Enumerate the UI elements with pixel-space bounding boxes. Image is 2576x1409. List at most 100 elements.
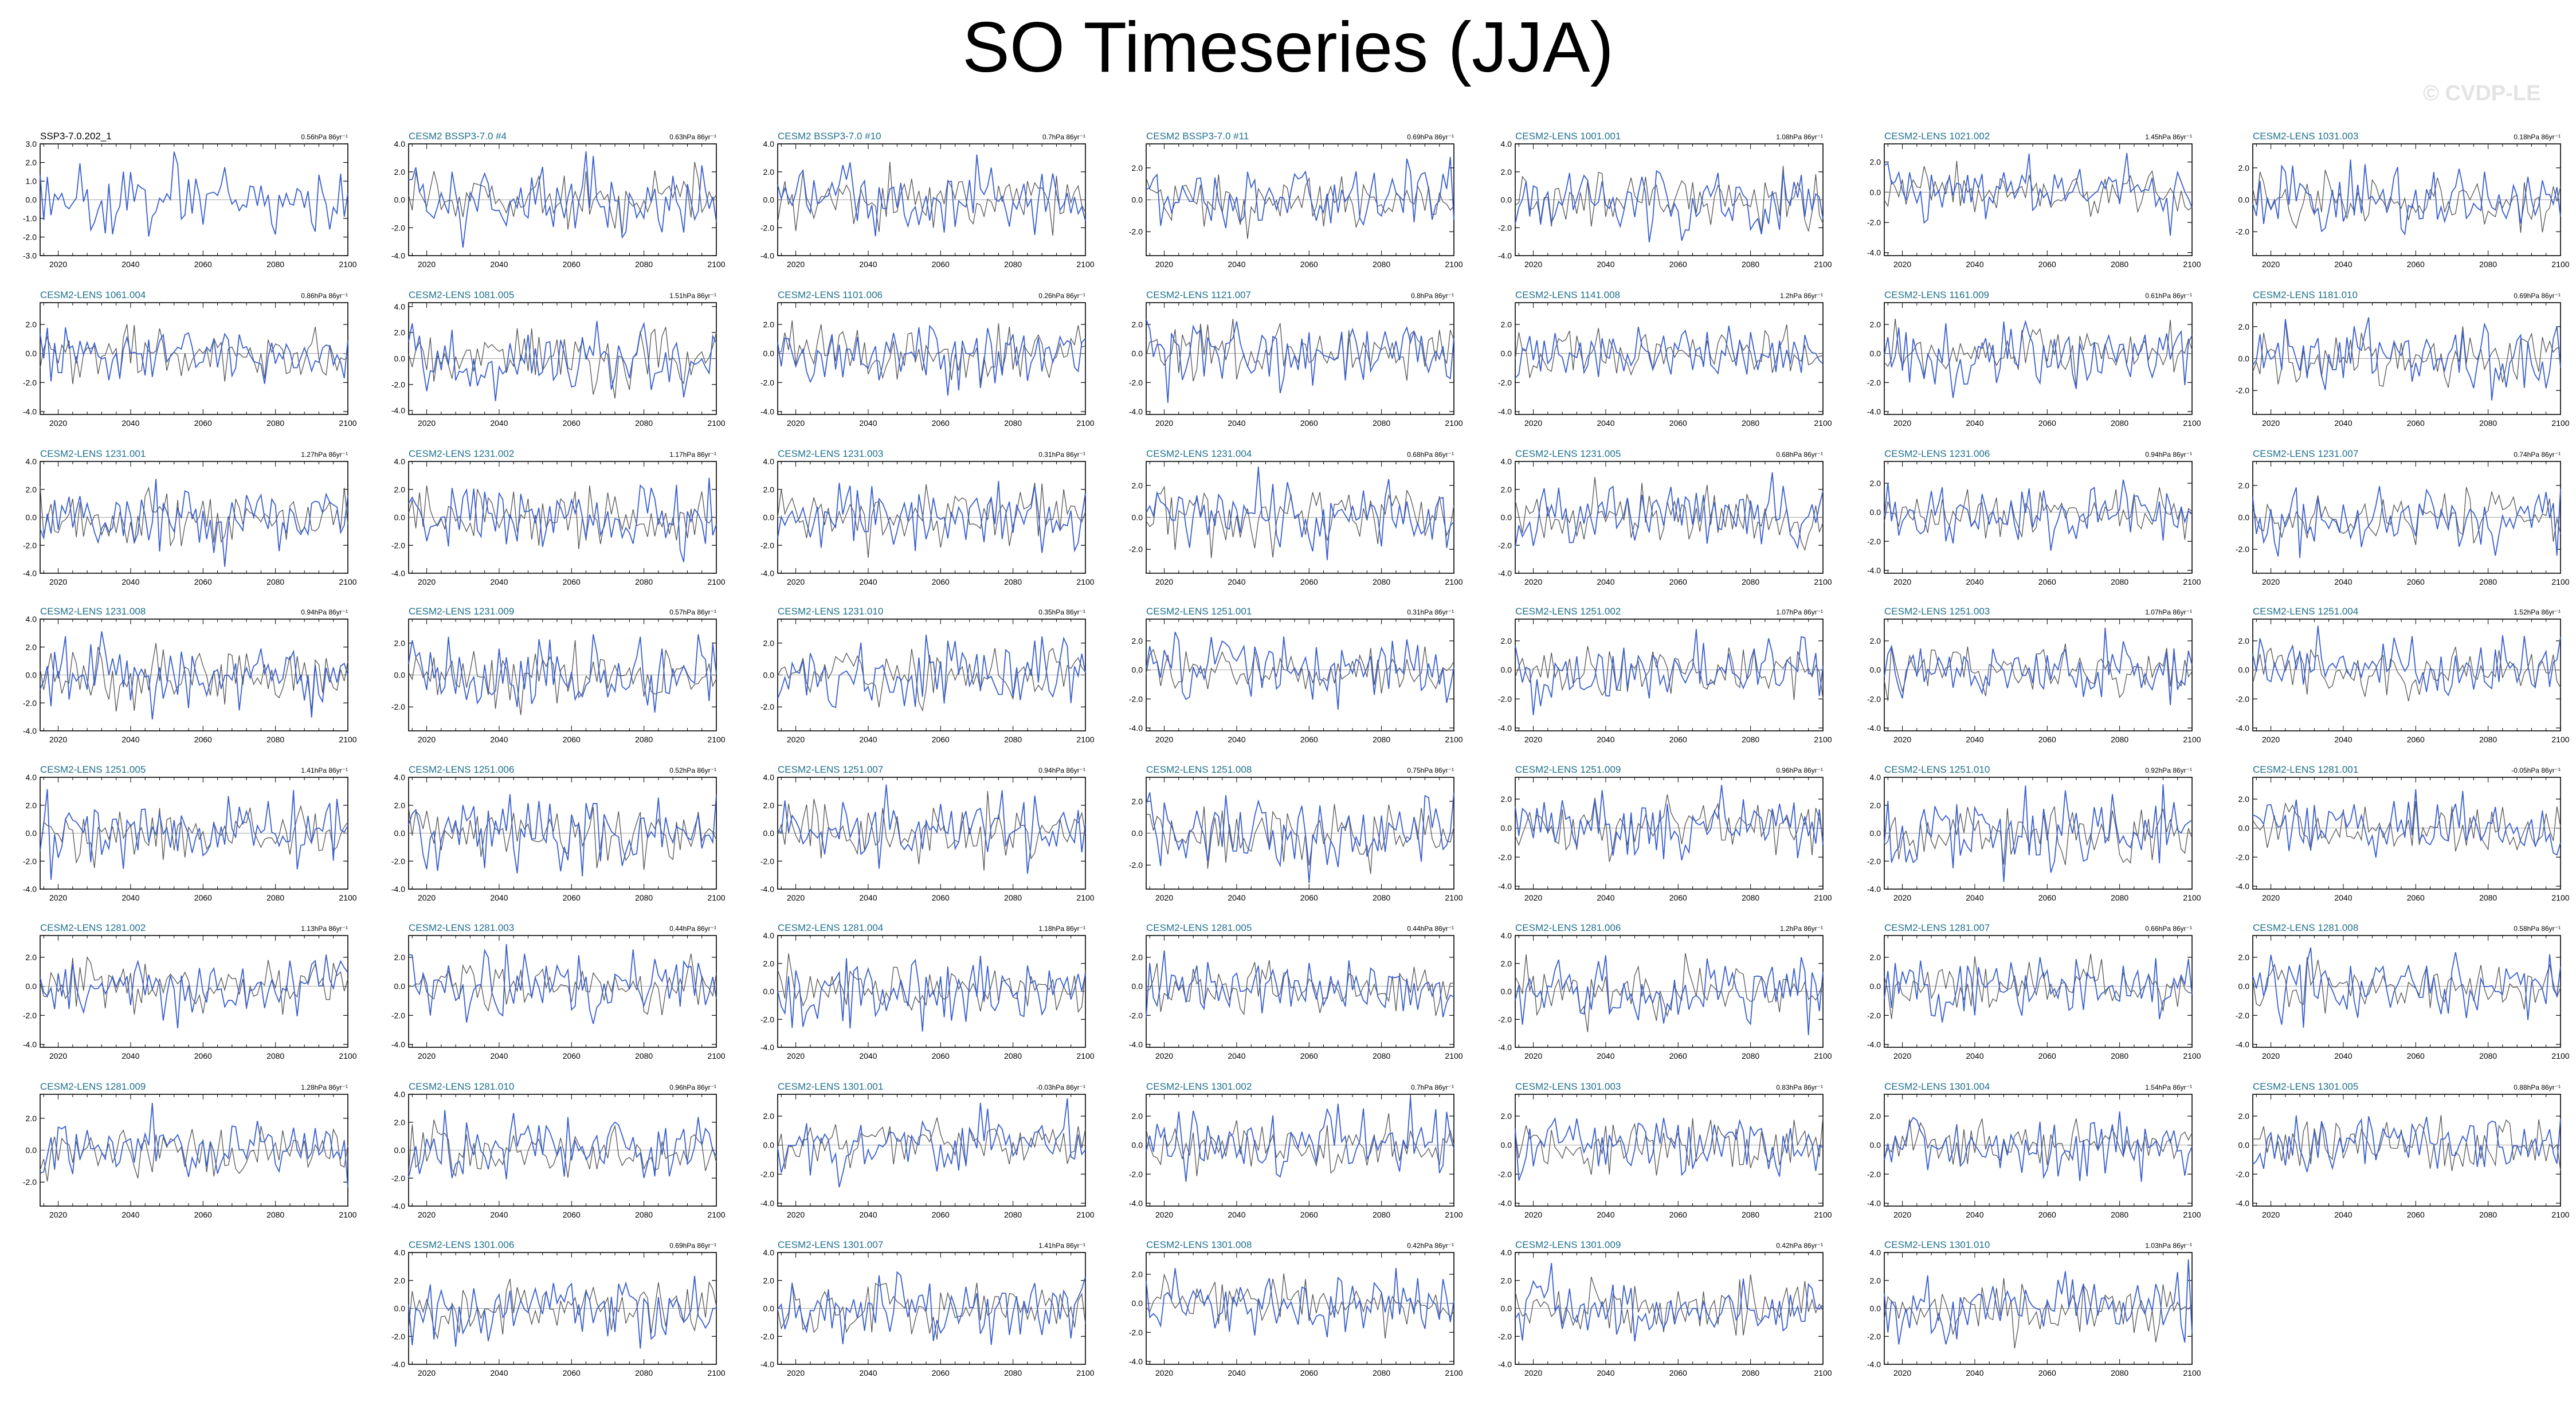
panel: CESM2-LENS 1251.004 1.52hPa 86yr⁻¹ 2.0 0.0 -… — [2236, 606, 2570, 744]
x-tick-label: 2020 — [418, 418, 436, 428]
y-tick-label: 4.0 — [26, 773, 37, 782]
x-tick-label: 2040 — [490, 1368, 508, 1377]
x-tick-label: 2060 — [932, 1368, 950, 1377]
x-tick-label: 2060 — [2038, 735, 2056, 744]
series-line-member — [1146, 792, 1454, 883]
x-tick-label: 2020 — [2262, 577, 2280, 586]
x-tick-label: 2080 — [2479, 260, 2497, 269]
y-tick-label: -2.0 — [391, 223, 405, 232]
y-tick-label: 4.0 — [763, 773, 775, 782]
x-tick-label: 2080 — [2111, 735, 2128, 744]
trend-label: 1.03hPa 86yr⁻¹ — [2145, 1242, 2192, 1250]
x-tick-label: 2060 — [194, 735, 212, 744]
y-tick-label: -2.0 — [2236, 227, 2249, 236]
y-tick-label: -2.0 — [1129, 694, 1143, 703]
y-tick-label: 2.0 — [394, 801, 406, 810]
y-tick-label: 4.0 — [26, 615, 37, 624]
y-tick-label: 0.0 — [1501, 987, 1512, 996]
panel-title: CESM2-LENS 1281.003 — [409, 922, 514, 933]
y-tick-label: -2.0 — [23, 1011, 37, 1020]
series-line-ensemble-mean — [40, 1126, 348, 1182]
panel-title: CESM2-LENS 1061.004 — [40, 289, 146, 300]
y-tick-label: 0.0 — [763, 1141, 775, 1150]
y-tick-label: -4.0 — [760, 1199, 774, 1208]
x-tick-label: 2040 — [490, 1051, 508, 1060]
trend-label: 0.94hPa 86yr⁻¹ — [301, 608, 348, 616]
x-tick-label: 2040 — [1966, 1210, 1983, 1219]
x-tick-label: 2040 — [859, 577, 877, 586]
y-tick-label: -4.0 — [1867, 1199, 1881, 1208]
x-tick-label: 2100 — [707, 1051, 725, 1060]
series-line-member — [40, 954, 348, 1029]
trend-label: 0.66hPa 86yr⁻¹ — [2145, 925, 2192, 933]
x-tick-label: 2040 — [1966, 418, 1983, 428]
x-tick-label: 2100 — [1814, 577, 1832, 586]
series-line-ensemble-mean — [1146, 960, 1454, 1016]
x-tick-label: 2060 — [932, 260, 950, 269]
panel: CESM2-LENS 1281.003 0.44hPa 86yr⁻¹ 2.0 0.0 -… — [391, 922, 726, 1060]
y-tick-label: -2.0 — [391, 380, 405, 389]
y-tick-label: -2.0 — [2236, 1011, 2249, 1020]
trend-label: 0.69hPa 86yr⁻¹ — [2514, 292, 2561, 300]
y-tick-label: -4.0 — [1129, 723, 1143, 733]
x-tick-label: 2020 — [1893, 735, 1911, 744]
x-tick-label: 2020 — [2262, 1210, 2280, 1219]
y-tick-label: -4.0 — [391, 1040, 405, 1049]
x-tick-label: 2100 — [1076, 418, 1094, 428]
panel: CESM2-LENS 1281.001 -0.05hPa 86yr⁻¹ 2.0 0.0… — [2236, 764, 2570, 902]
x-tick-label: 2060 — [2407, 577, 2425, 586]
x-tick-label: 2060 — [2407, 260, 2425, 269]
series-line-ensemble-mean — [408, 1278, 717, 1340]
y-tick-label: -2.0 — [1867, 1332, 1881, 1341]
x-tick-label: 2100 — [1814, 735, 1832, 744]
plot-frame — [40, 302, 348, 415]
x-tick-label: 2060 — [2038, 1210, 2056, 1219]
panel-title: CESM2-LENS 1231.003 — [778, 448, 883, 459]
panel: CESM2-LENS 1031.003 0.18hPa 86yr⁻¹ 2.0 0.0 -… — [2236, 131, 2570, 269]
panel: CESM2-LENS 1251.010 0.92hPa 86yr⁻¹ 4.0 2.0 0… — [1867, 764, 2201, 902]
x-tick-label: 2080 — [1373, 260, 1390, 269]
y-tick-label: -2.0 — [391, 541, 405, 550]
y-tick-label: -4.0 — [1129, 1040, 1143, 1049]
series-line-member — [408, 1110, 717, 1180]
x-tick-label: 2020 — [2262, 735, 2280, 744]
series-line-member — [2252, 159, 2561, 236]
panel-title: CESM2-LENS 1251.008 — [1146, 764, 1252, 775]
y-tick-label: 0.0 — [1132, 982, 1143, 991]
y-tick-label: 0.0 — [394, 982, 406, 991]
y-tick-label: 2.0 — [26, 485, 37, 494]
y-tick-label: 2.0 — [26, 801, 37, 810]
trend-label: 1.07hPa 86yr⁻¹ — [1776, 608, 1823, 616]
x-tick-label: 2040 — [1966, 1368, 1983, 1377]
x-tick-label: 2060 — [1669, 735, 1687, 744]
x-tick-label: 2080 — [635, 418, 653, 428]
x-tick-label: 2060 — [932, 418, 950, 428]
x-tick-label: 2100 — [1814, 260, 1832, 269]
panel: CESM2-LENS 1081.005 1.51hPa 86yr⁻¹ 4.0 2.0 0… — [391, 289, 726, 428]
trend-label: 0.26hPa 86yr⁻¹ — [1038, 292, 1085, 300]
panel-title: CESM2-LENS 1251.004 — [2253, 606, 2358, 617]
panel: CESM2-LENS 1231.006 0.94hPa 86yr⁻¹ 2.0 0.0 -… — [1867, 448, 2201, 586]
series-line-ensemble-mean — [2252, 957, 2561, 1014]
panel-title: CESM2-LENS 1281.006 — [1515, 922, 1621, 933]
series-line-member — [408, 151, 717, 248]
y-tick-label: -4.0 — [23, 884, 37, 894]
x-tick-label: 2080 — [1373, 893, 1390, 902]
panel-title: CESM2-LENS 1251.007 — [778, 764, 883, 775]
x-tick-label: 2060 — [2038, 577, 2056, 586]
series-line-ensemble-mean — [1884, 487, 2193, 540]
plot-frame — [777, 302, 1086, 415]
series-line-ensemble-mean — [1146, 646, 1454, 694]
x-tick-label: 2100 — [2551, 577, 2569, 586]
y-tick-label: -2.0 — [1498, 541, 1512, 550]
y-tick-label: -2.0 — [23, 1177, 37, 1187]
y-tick-label: 4.0 — [763, 931, 775, 940]
series-line-member — [2252, 317, 2561, 401]
x-tick-label: 2040 — [490, 1210, 508, 1219]
x-tick-label: 2020 — [787, 260, 805, 269]
y-tick-label: 0.0 — [394, 671, 406, 680]
panel-title: CESM2-LENS 1231.001 — [40, 448, 146, 459]
x-tick-label: 2100 — [1814, 1210, 1832, 1219]
panel-title: CESM2-LENS 1281.009 — [40, 1081, 146, 1092]
panel: CESM2-LENS 1121.007 0.8hPa 86yr⁻¹ 2.0 0.0 -2… — [1129, 289, 1463, 428]
